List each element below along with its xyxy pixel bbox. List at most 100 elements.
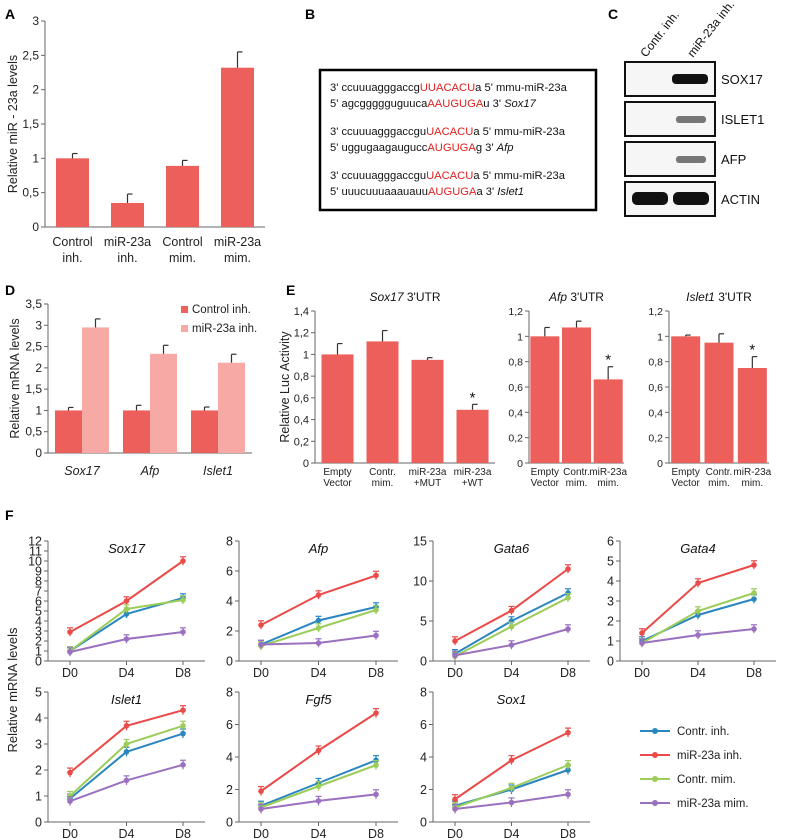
F-y-tick-label: 5 <box>420 615 427 629</box>
E3-category-label: miR-23a <box>733 467 771 478</box>
F-legend-label: miR-23a inh. <box>677 750 742 762</box>
panel-c-lane-label: miR-23a inh. <box>684 0 737 60</box>
F-y-tick-label: 2 <box>226 783 233 797</box>
F-y-tick-label: 4 <box>35 615 42 629</box>
panel-c-band <box>672 74 708 84</box>
D-category-label: Afp <box>140 464 160 478</box>
F-data-point <box>452 638 458 644</box>
F-data-point <box>373 710 379 716</box>
F-x-tick-label: D4 <box>504 666 520 680</box>
F-data-point <box>315 617 322 624</box>
F-x-tick-label: D4 <box>690 666 706 680</box>
E1-category-label: Contr. <box>369 467 396 478</box>
F-data-point <box>565 626 571 632</box>
F-y-tick-label: 2 <box>35 764 42 778</box>
F-legend-item: Contr. mim. <box>640 774 736 786</box>
D-category-label: Sox17 <box>64 464 100 478</box>
F-y-tick-label: 5 <box>35 605 42 619</box>
F-data-point <box>123 723 130 729</box>
E3-y-tick-label: 0,6 <box>648 382 663 394</box>
E1-y-tick-label: 0,8 <box>294 371 309 383</box>
E2-category-label: Empty <box>531 467 559 478</box>
panel-c-blot-islet1: ISLET1 <box>624 101 764 137</box>
E2-category-label: mim. <box>597 478 619 489</box>
F-plot-title: Fgf5 <box>305 692 332 707</box>
F-y-tick-label: 1 <box>607 635 614 649</box>
F-x-tick-label: D4 <box>119 666 135 680</box>
F-plot-title: Sox1 <box>497 692 527 707</box>
F-y-tick-label: 0 <box>607 655 614 669</box>
F-data-point <box>373 572 379 579</box>
E1-y-tick-label: 1 <box>303 349 309 361</box>
E2-bar <box>530 336 560 463</box>
F-data-point <box>452 796 458 803</box>
F-legend-marker <box>652 752 658 758</box>
F-x-tick-label: D8 <box>368 827 384 840</box>
E3-category-label: Empty <box>671 467 699 478</box>
A-category-label: Control <box>162 235 202 249</box>
E3-category-label: mim. <box>741 478 763 489</box>
D-bar <box>123 410 150 453</box>
D-y-tick-label: 2 <box>35 361 42 375</box>
E2-y-tick-label: 0,8 <box>508 357 523 369</box>
F-y-tick-label: 8 <box>420 686 427 700</box>
panel-label-b: B <box>305 6 315 22</box>
E3-bar <box>737 368 767 463</box>
F-legend-label: Contr. inh. <box>677 726 729 738</box>
panel-c-blot-afp: AFP <box>624 141 746 177</box>
F-data-point <box>315 592 322 598</box>
F-data-point <box>751 562 757 568</box>
F-data-point <box>180 597 186 603</box>
F-data-point <box>258 788 264 794</box>
F-x-tick-label: D0 <box>634 666 650 680</box>
D-y-tick-label: 2,5 <box>25 340 42 354</box>
E1-title: Sox17 3'UTR <box>370 290 441 304</box>
F-plot-title: Gata6 <box>494 541 530 556</box>
F-x-tick-label: D8 <box>175 827 191 840</box>
D-y-tick-label: 1 <box>35 403 42 417</box>
F-legend-label: miR-23a mim. <box>677 798 749 810</box>
F-data-point <box>67 793 73 799</box>
D-bar <box>82 327 109 453</box>
F-x-tick-label: D0 <box>253 827 269 840</box>
E2-bar <box>562 327 591 463</box>
F-x-tick-label: D8 <box>368 666 384 680</box>
F-data-point <box>695 580 701 586</box>
F-y-tick-label: 2 <box>226 625 233 639</box>
A-bar <box>221 67 254 228</box>
F-x-tick-label: D0 <box>253 666 269 680</box>
panel-c-blot-label: AFP <box>721 152 746 167</box>
A-category-label: miR-23a <box>104 235 151 249</box>
F-y-tick-label: 3 <box>35 738 42 752</box>
E2-y-tick-label: 1,2 <box>508 306 523 318</box>
A-y-axis-label: Relative miR - 23a levels <box>6 55 20 193</box>
panel-c-blot-label: ACTIN <box>721 192 760 207</box>
F-y-tick-label: 4 <box>35 712 42 726</box>
F-data-point <box>315 783 322 790</box>
F-plot-title: Gata4 <box>680 541 715 556</box>
F-data-point <box>508 607 515 614</box>
A-category-label: mim. <box>224 251 251 265</box>
E1-y-tick-label: 0,6 <box>294 393 309 405</box>
F-y-tick-label: 6 <box>607 535 614 549</box>
F-data-point <box>373 632 379 639</box>
F-data-point <box>67 649 73 655</box>
F-legend-item: Contr. inh. <box>640 726 729 738</box>
E1-y-axis-label: Relative Luc Activity <box>278 331 292 443</box>
F-data-point <box>695 632 701 638</box>
F-plot-gata6: 0 5 10 15 D0 D4 D8 Gata6 <box>413 535 590 680</box>
E1-category-label: miR-23a <box>454 467 492 478</box>
F-x-tick-label: D4 <box>504 827 520 840</box>
A-category-label: miR-23a <box>214 235 261 249</box>
E3-y-tick-label: 0 <box>657 458 663 470</box>
A-y-tick-label: 0 <box>32 220 39 234</box>
F-y-tick-label: 4 <box>226 595 233 609</box>
E3-y-tick-label: 0,2 <box>648 433 663 445</box>
F-x-tick-label: D0 <box>62 666 78 680</box>
panel-label-a: A <box>5 6 15 22</box>
F-data-point <box>695 608 701 614</box>
F-data-point <box>315 625 322 631</box>
E3-y-tick-label: 0,4 <box>648 407 663 419</box>
F-x-tick-label: D4 <box>311 827 327 840</box>
